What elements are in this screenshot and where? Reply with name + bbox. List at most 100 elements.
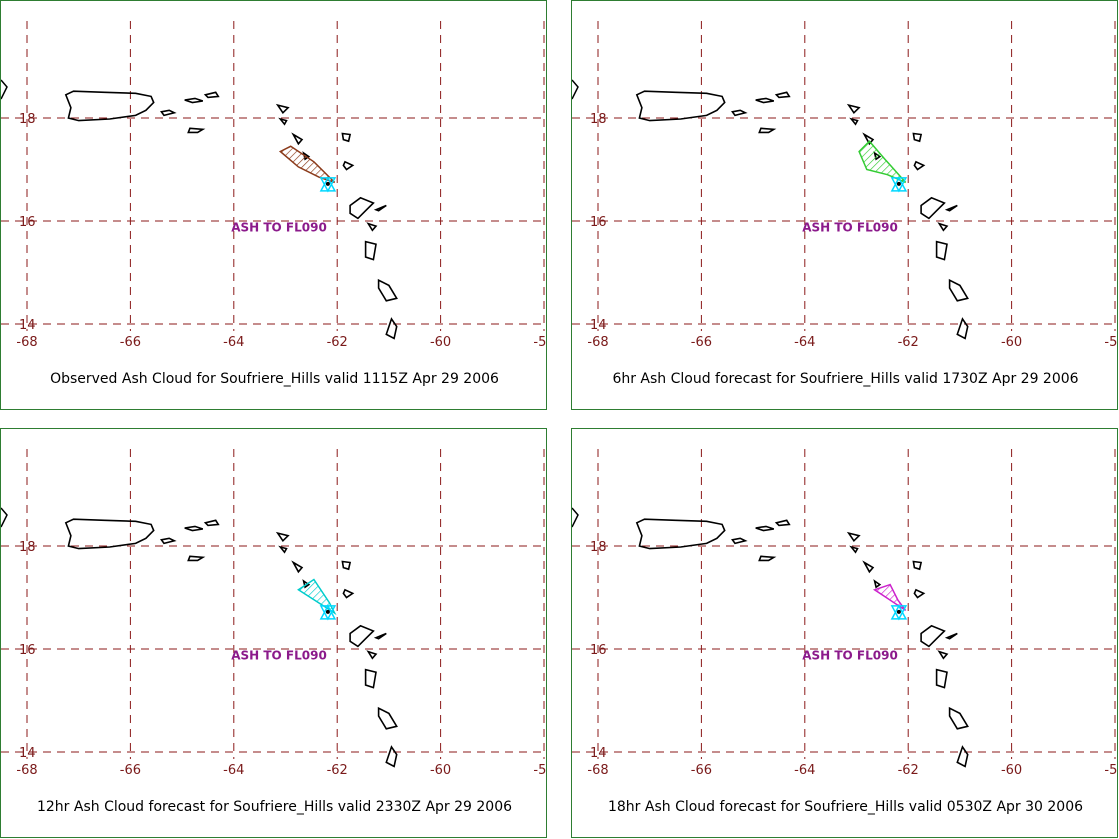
ash-map: ASH TO FL090 -68 -66 -64 -62 -60 -58 18 16 14 xyxy=(572,449,1117,778)
volcano-dot xyxy=(325,609,330,614)
island-outline xyxy=(849,117,859,126)
island-outline xyxy=(635,518,726,550)
lon-tick-label: -60 xyxy=(1001,763,1022,778)
island-outline xyxy=(160,537,177,545)
island-outline xyxy=(944,632,958,640)
lon-tick-label: -58 xyxy=(533,763,547,778)
island-outline xyxy=(731,537,748,545)
lon-tick-label: -66 xyxy=(120,335,141,350)
island-outline xyxy=(373,204,387,212)
island-outline xyxy=(912,560,923,571)
island-outline xyxy=(64,518,155,550)
island-outline xyxy=(920,624,946,648)
lon-tick-label: -58 xyxy=(1104,335,1118,350)
panel-caption: 6hr Ash Cloud forecast for Soufriere_Hil… xyxy=(612,371,1079,387)
island-outline xyxy=(385,745,398,768)
lon-tick-label: -64 xyxy=(794,763,815,778)
lat-tick-label: 14 xyxy=(19,318,36,333)
lon-tick-label: -68 xyxy=(16,763,37,778)
island-outline xyxy=(731,109,748,117)
lat-tick-label: 18 xyxy=(19,112,36,127)
island-outline xyxy=(774,519,791,527)
lon-tick-label: -64 xyxy=(223,763,244,778)
panel-caption: Observed Ash Cloud for Soufriere_Hills v… xyxy=(50,371,499,387)
lon-tick-label: -68 xyxy=(587,335,608,350)
volcano-marker xyxy=(890,176,908,192)
island-outline xyxy=(349,624,375,648)
island-outline xyxy=(377,278,398,302)
island-outline xyxy=(935,240,948,261)
ash-height-label: ASH TO FL090 xyxy=(802,648,898,662)
island-outline xyxy=(278,117,288,126)
island-outline xyxy=(862,132,875,146)
island-outline xyxy=(364,240,377,261)
panel-observed: ASH TO FL090 -68 -66 -64 -62 -60 -58 18 16 14 Obs… xyxy=(0,0,547,410)
lon-tick-label: -68 xyxy=(587,763,608,778)
volcano-marker xyxy=(890,604,908,620)
island-outline xyxy=(846,103,861,115)
island-outline xyxy=(341,560,352,571)
lat-tick-label: 16 xyxy=(19,215,36,230)
lon-tick-label: -60 xyxy=(1001,335,1022,350)
lon-tick-label: -66 xyxy=(120,763,141,778)
lon-tick-label: -62 xyxy=(327,335,348,350)
island-outline xyxy=(349,196,375,220)
island-outline xyxy=(935,668,948,689)
lon-tick-label: -60 xyxy=(430,763,451,778)
island-outline xyxy=(913,160,926,171)
ash-map: ASH TO FL090 -68 -66 -64 -62 -60 -58 18 16 14 xyxy=(1,449,547,778)
island-outline xyxy=(184,97,204,104)
island-outline xyxy=(849,545,859,554)
volcano-dot xyxy=(896,181,901,186)
island-outline xyxy=(364,668,377,689)
island-outline xyxy=(937,650,949,660)
lat-tick-label: 14 xyxy=(19,746,36,761)
island-outline xyxy=(862,560,875,574)
island-outline xyxy=(948,706,969,730)
lon-tick-label: -62 xyxy=(898,335,919,350)
ash-cloud xyxy=(858,140,907,184)
lat-tick-label: 14 xyxy=(590,318,607,333)
island-outline xyxy=(64,90,155,122)
ash-cloud xyxy=(872,583,907,612)
lon-tick-label: -62 xyxy=(327,763,348,778)
panel-forecast-12hr: ASH TO FL090 -68 -66 -64 -62 -60 -58 18 16 14 12h… xyxy=(0,428,547,838)
island-outline xyxy=(291,132,304,146)
volcano-marker xyxy=(319,604,337,620)
panel-caption: 12hr Ash Cloud forecast for Soufriere_Hi… xyxy=(36,799,513,815)
island-outline xyxy=(373,632,387,640)
ash-height-label: ASH TO FL090 xyxy=(231,648,327,662)
island-outline xyxy=(203,91,220,99)
ash-height-label: ASH TO FL090 xyxy=(802,220,898,234)
island-outline xyxy=(873,579,882,589)
island-outline xyxy=(956,317,969,340)
lon-tick-label: -64 xyxy=(794,335,815,350)
island-outline xyxy=(635,90,726,122)
lat-tick-label: 18 xyxy=(590,540,607,555)
island-outline xyxy=(342,588,355,599)
island-outline xyxy=(944,204,958,212)
island-outline xyxy=(187,127,206,134)
island-outline xyxy=(846,531,861,543)
island-outline xyxy=(377,706,398,730)
island-outline xyxy=(184,525,204,532)
ash-height-label: ASH TO FL090 xyxy=(231,220,327,234)
island-outline xyxy=(912,132,923,143)
lat-tick-label: 18 xyxy=(590,112,607,127)
island-outline xyxy=(366,650,378,660)
lat-tick-label: 16 xyxy=(590,643,607,658)
ash-cloud xyxy=(278,145,336,184)
island-outline xyxy=(160,109,177,117)
lat-tick-label: 14 xyxy=(590,746,607,761)
island-outline xyxy=(385,317,398,340)
island-outline xyxy=(275,531,290,543)
coastline xyxy=(572,79,579,100)
island-outline xyxy=(187,555,206,562)
island-outline xyxy=(758,127,777,134)
volcano-marker xyxy=(319,176,337,192)
island-outline xyxy=(948,278,969,302)
lon-tick-label: -66 xyxy=(691,763,712,778)
lat-tick-label: 16 xyxy=(590,215,607,230)
volcano-dot xyxy=(325,181,330,186)
island-outline xyxy=(774,91,791,99)
